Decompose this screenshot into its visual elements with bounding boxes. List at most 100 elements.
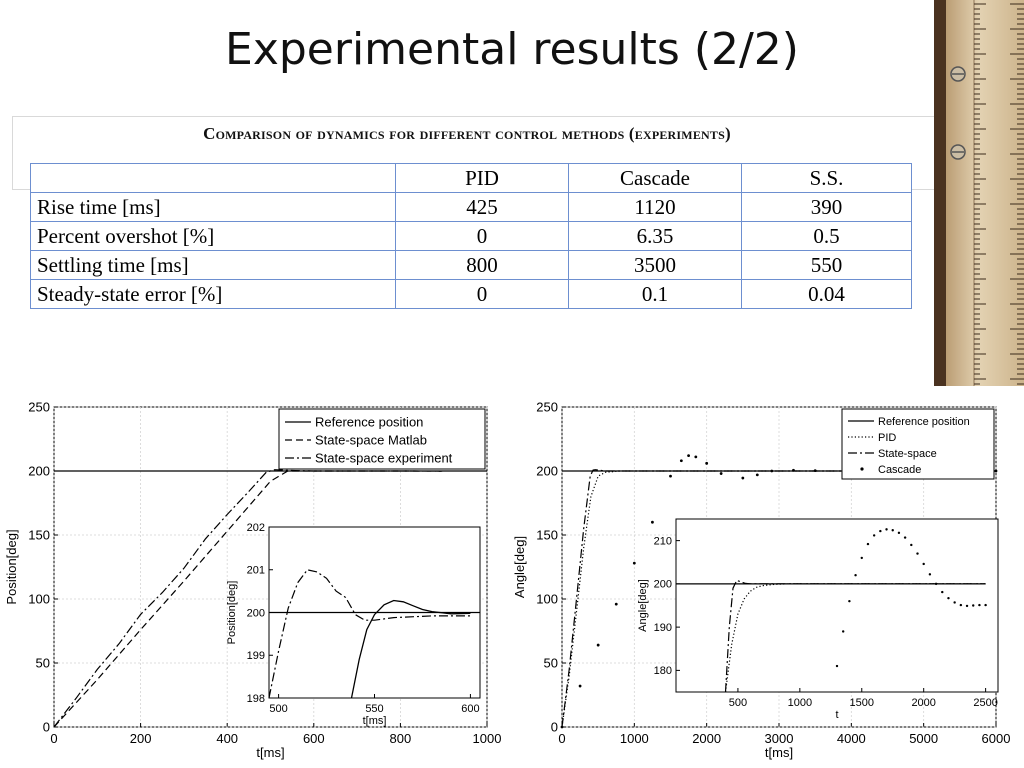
series-cascade-point (719, 472, 723, 475)
inset-y-tick-label: 199 (247, 650, 265, 662)
position-chart: 0 200 400 600 800 1000 0 50 100 150 200 250 t[ms] Pos… (4, 400, 502, 760)
inset-series-cascade-point (841, 630, 845, 633)
series-cascade-point (770, 469, 774, 473)
table-row: Percent overshot [%] 0 6.35 0.5 (30, 221, 912, 251)
series-cascade-point (741, 476, 745, 480)
series-cascade-point (614, 602, 618, 606)
x-tick-label: 6000 (982, 731, 1011, 746)
y-tick-label: 150 (28, 528, 50, 543)
legend-label-pid: PID (878, 432, 896, 444)
series-cascade-point (596, 643, 600, 647)
x-tick-label: 0 (50, 731, 57, 746)
x-tick-label: 1000 (620, 731, 649, 746)
series-cascade-point (792, 468, 795, 472)
series-cascade-point (687, 454, 690, 458)
series-cascade-point (578, 684, 582, 688)
y-axis-label: Angle[deg] (512, 536, 527, 598)
inset-plot-area (675, 518, 999, 693)
legend-label-cascade: Cascade (878, 464, 921, 476)
inset-series-cascade-point (891, 529, 894, 532)
inset-series-cascade-point (984, 603, 987, 607)
inset-y-axis-label: Position[deg] (226, 581, 238, 645)
inset-series-cascade-point (941, 590, 944, 594)
inset-series-cascade-point (916, 552, 919, 555)
inset-x-tick-label: 2500 (973, 697, 997, 709)
series-cascade-point (994, 469, 998, 473)
inset-y-tick-label: 198 (247, 693, 265, 705)
y-axis-label: Position[deg] (4, 529, 19, 604)
inset-x-tick-label: 550 (365, 703, 383, 715)
inset-series-cascade-point (928, 573, 932, 576)
inset-series-state-space-experiment-line (268, 569, 471, 699)
y-tick-label: 50 (544, 656, 558, 671)
inset-series-pid-line (724, 583, 986, 693)
table-cell: 550 (741, 250, 912, 280)
y-tick-label: 50 (36, 656, 50, 671)
table-cell: Percent overshot [%] (30, 221, 396, 251)
table-header-row: PID Cascade S.S. (30, 163, 912, 193)
table-cell: 0 (395, 221, 569, 251)
x-tick-label: 5000 (909, 731, 938, 746)
inset-series-cascade-point (848, 599, 851, 603)
inset-series-cascade-point (885, 528, 888, 531)
inset-series-cascade-point (860, 556, 863, 560)
table-cell: 0.1 (568, 279, 742, 309)
table-header-empty (30, 163, 396, 193)
series-cascade-point (632, 561, 636, 565)
x-tick-label: 200 (130, 731, 152, 746)
table-cell: 0.04 (741, 279, 912, 309)
table-cell: Settling time [ms] (30, 250, 396, 280)
inset-series-cascade-point (934, 582, 938, 586)
inset-y-tick-label: 201 (247, 565, 265, 577)
x-tick-label: 600 (303, 731, 325, 746)
y-tick-label: 250 (536, 400, 558, 415)
ruler-decoration (934, 0, 1024, 386)
inset-y-axis-label: Angle[deg] (637, 579, 649, 632)
table-cell: Rise time [ms] (30, 192, 396, 222)
y-tick-label: 200 (536, 464, 558, 479)
y-tick-label: 100 (536, 592, 558, 607)
x-tick-label: 4000 (837, 731, 866, 746)
inset-series-cascade-point (835, 664, 839, 668)
table-cell: 0.5 (741, 221, 912, 251)
slide-title: Experimental results (2/2) (225, 24, 799, 75)
legend-label-state-space-experiment: State-space experiment (315, 451, 453, 466)
x-tick-label: 1000 (473, 731, 502, 746)
table-cell: 390 (741, 192, 912, 222)
table-header-pid: PID (395, 163, 569, 193)
inset-series-cascade-point (953, 601, 956, 604)
inset-series-cascade-point (897, 531, 901, 535)
legend-label-state-space-matlab: State-space Matlab (315, 433, 427, 448)
y-tick-label: 250 (28, 400, 50, 415)
table-caption: Comparison of dynamics for different con… (203, 124, 731, 143)
table-header-cascade: Cascade (568, 163, 742, 193)
inset-series-cascade-point (947, 596, 950, 600)
y-tick-label: 150 (536, 528, 558, 543)
inset-series-cascade-point (965, 604, 969, 608)
table-row: Rise time [ms] 425 1120 390 (30, 192, 912, 222)
series-state-space-experiment-line (53, 469, 444, 728)
inset-x-tick-label: 600 (461, 703, 479, 715)
series-cascade-point (669, 474, 672, 478)
series-state-space-line (561, 469, 996, 728)
inset-y-tick-label: 210 (654, 535, 672, 547)
legend-label-reference-position: Reference position (315, 415, 423, 430)
inset-series-cascade-point (866, 542, 870, 546)
inset-series-state-space-line (724, 579, 986, 693)
x-axis-label: t[ms] (256, 745, 284, 760)
series-cascade-point (755, 473, 759, 477)
table-cell: 6.35 (568, 221, 742, 251)
inset-series-cascade-point (922, 562, 925, 566)
y-tick-label: 100 (28, 592, 50, 607)
inset-series-state-space-matlab-line (350, 599, 471, 699)
legend-box (278, 408, 486, 470)
inset-x-axis-label: t[ms] (363, 715, 387, 727)
inset-x-tick-label: 500 (269, 703, 287, 715)
legend-label-state-space: State-space (878, 448, 937, 460)
table-cell: 0 (395, 279, 569, 309)
table-row: Steady-state error [%] 0 0.1 0.04 (30, 279, 912, 309)
inset-series-cascade-point (959, 603, 963, 607)
inset-y-tick-label: 180 (654, 665, 672, 677)
series-cascade-point (679, 459, 683, 463)
inset-y-tick-label: 200 (654, 579, 672, 591)
